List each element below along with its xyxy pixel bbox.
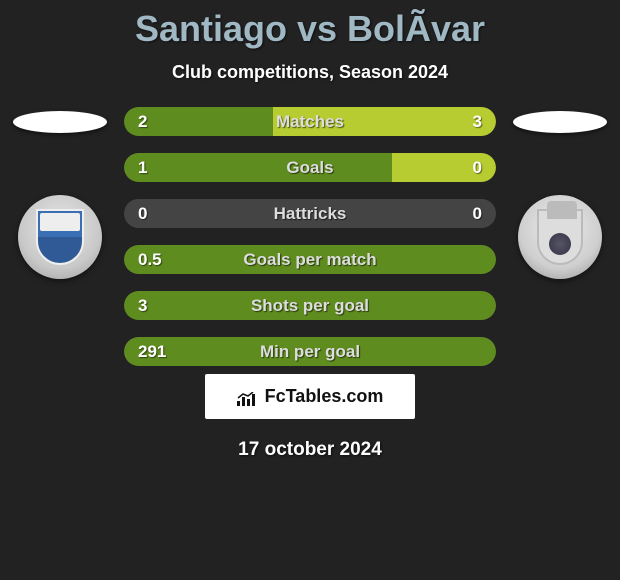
branding-text: FcTables.com [265,386,384,407]
stat-value-right: 3 [473,112,482,132]
date-text: 17 october 2024 [238,439,382,461]
stat-value-left: 0.5 [138,250,162,270]
branding-chart-icon [237,390,257,404]
stat-label: Hattricks [274,204,347,224]
stats-card: Santiago vs BolÃvar Club competitions, S… [0,0,620,461]
stat-row: 0.5 Goals per match [124,245,496,274]
stat-row: 291 Min per goal [124,337,496,366]
team-left-crest-icon [18,195,102,279]
page-title: Santiago vs BolÃvar [135,8,485,50]
stat-value-left: 2 [138,112,147,132]
stat-value-right: 0 [473,204,482,224]
stat-row: 2 3 Matches [124,107,496,136]
stat-label: Min per goal [260,342,360,362]
flag-left-icon [13,111,107,133]
stat-label: Goals per match [243,250,376,270]
stat-value-left: 1 [138,158,147,178]
team-right-crest-icon [518,195,602,279]
stat-label: Goals [286,158,333,178]
stat-row: 3 Shots per goal [124,291,496,320]
stat-value-left: 3 [138,296,147,316]
stat-value-right: 0 [473,158,482,178]
stat-row: 1 0 Goals [124,153,496,182]
stats-bars: 2 3 Matches 1 0 Goals 0 0 Hattricks 0.5 Goals per … [120,107,500,366]
team-right-panel [500,107,620,279]
flag-right-icon [513,111,607,133]
stat-fill-left [124,153,392,182]
team-left-panel [0,107,120,279]
stats-area: 2 3 Matches 1 0 Goals 0 0 Hattricks 0.5 Goals per … [0,107,620,366]
stat-label: Matches [276,112,344,132]
stat-label: Shots per goal [251,296,369,316]
stat-value-left: 291 [138,342,166,362]
branding-badge[interactable]: FcTables.com [205,374,416,419]
page-subtitle: Club competitions, Season 2024 [172,62,448,83]
stat-row: 0 0 Hattricks [124,199,496,228]
stat-value-left: 0 [138,204,147,224]
